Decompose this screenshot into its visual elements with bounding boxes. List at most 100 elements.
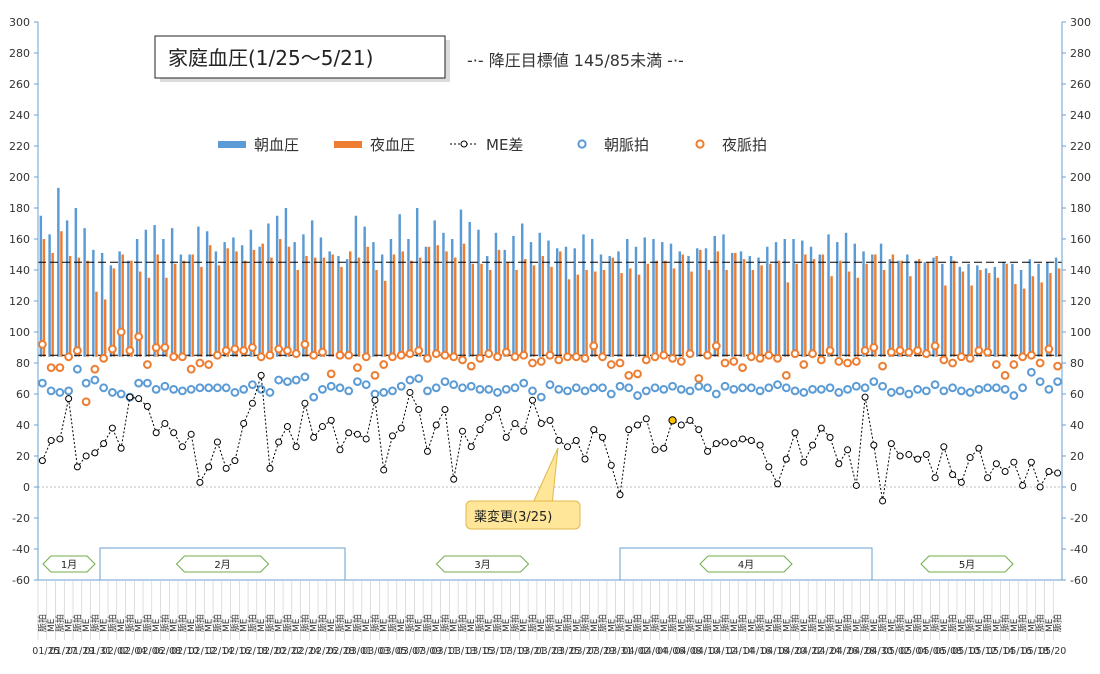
morning-pulse-point xyxy=(554,384,564,394)
me-diff-point xyxy=(765,463,773,471)
me-diff-point xyxy=(327,416,335,424)
evening-pulse-point xyxy=(178,352,187,362)
legend-label: 夜脈拍 xyxy=(722,136,767,154)
morning-pulse-point xyxy=(510,383,520,393)
y-tick-label-left: 60 xyxy=(16,388,30,401)
morning-pulse-point xyxy=(274,375,284,385)
morning-pulse-point xyxy=(1009,391,1019,400)
y-tick-label-left: 180 xyxy=(9,202,30,215)
me-diff-point xyxy=(1045,468,1053,475)
x-sublabel: 脈拍 xyxy=(141,614,153,632)
me-diff-point xyxy=(213,438,221,446)
morning-bp-bar xyxy=(354,215,358,487)
morning-pulse-point xyxy=(440,377,450,387)
x-date-label: 05/14 xyxy=(987,646,1014,657)
evening-pulse-point xyxy=(755,353,765,363)
x-sublabel: ME xyxy=(327,618,337,632)
x-date-label: 03/27 xyxy=(570,646,597,657)
x-date-label: 05/16 xyxy=(1004,646,1031,657)
y-tick-label-right: -60 xyxy=(1070,574,1088,587)
evening-pulse-point xyxy=(396,350,406,360)
me-diff-point xyxy=(511,419,519,427)
morning-pulse-point xyxy=(703,383,712,393)
x-sublabel: 脈拍 xyxy=(89,614,101,632)
x-sublabel: ME xyxy=(1045,618,1055,632)
me-diff-point xyxy=(616,491,624,499)
me-diff-point xyxy=(502,433,510,441)
me-diff-point xyxy=(467,443,475,451)
me-diff-point xyxy=(1010,458,1018,466)
x-sublabel: 脈拍 xyxy=(667,614,679,632)
x-sublabel: ME xyxy=(782,618,792,632)
x-sublabel: ME xyxy=(257,618,267,632)
morning-pulse-point xyxy=(720,381,730,391)
x-sublabel: 脈拍 xyxy=(702,614,714,632)
y-tick-label-right: 300 xyxy=(1070,16,1091,29)
evening-pulse-point xyxy=(213,350,222,360)
y-tick-label-left: 0 xyxy=(23,481,30,494)
me-diff-point xyxy=(756,441,764,449)
evening-pulse-point xyxy=(370,371,380,380)
x-date-label: 05/18 xyxy=(1022,646,1049,657)
legend-label: 朝血圧 xyxy=(254,136,299,154)
me-diff-point xyxy=(432,421,440,429)
x-sublabel: 脈拍 xyxy=(509,614,521,632)
x-date-label: 03/15 xyxy=(466,646,493,657)
morning-pulse-point xyxy=(895,386,905,396)
x-sublabel: ME xyxy=(905,618,915,632)
morning-pulse-point xyxy=(178,386,187,396)
morning-pulse-point xyxy=(641,386,651,396)
morning-pulse-point xyxy=(808,384,817,394)
x-sublabel: 脈拍 xyxy=(386,614,398,632)
me-diff-point xyxy=(914,455,922,463)
me-diff-point xyxy=(100,440,108,448)
evening-pulse-point xyxy=(676,357,686,366)
morning-pulse-point xyxy=(256,384,266,394)
evening-pulse-point xyxy=(738,363,747,373)
x-sublabel: ME xyxy=(362,618,372,632)
evening-pulse-point xyxy=(860,346,870,356)
evening-pulse-point xyxy=(46,363,56,373)
morning-pulse-point xyxy=(606,389,616,399)
me-diff-point xyxy=(721,438,729,446)
month-arrow xyxy=(699,555,793,573)
evening-pulse-point xyxy=(869,343,879,352)
x-sublabel: ME xyxy=(100,618,110,632)
y-tick-label-left: 20 xyxy=(16,450,30,463)
x-date-label: 05/06 xyxy=(917,646,944,657)
morning-pulse-point xyxy=(265,388,275,397)
x-sublabel: ME xyxy=(275,618,285,632)
me-diff-point xyxy=(528,396,536,404)
me-diff-point xyxy=(800,458,808,466)
x-sublabel: 脈拍 xyxy=(369,614,381,632)
me-diff-point xyxy=(809,441,817,449)
morning-pulse-point xyxy=(869,377,879,387)
evening-pulse-point xyxy=(825,346,835,356)
y-tick-label-left: 220 xyxy=(9,140,30,153)
morning-pulse-point xyxy=(860,383,870,393)
evening-pulse-point xyxy=(965,353,975,363)
evening-pulse-point xyxy=(921,349,931,359)
y-tick-label-right: -40 xyxy=(1070,543,1088,556)
me-diff-point xyxy=(397,424,405,432)
month-label: 5月 xyxy=(959,559,975,571)
me-diff-point xyxy=(441,406,449,413)
x-sublabel: ME xyxy=(520,618,530,632)
month-label: 2月 xyxy=(214,559,230,571)
evening-pulse-point xyxy=(729,357,739,366)
x-sublabel: ME xyxy=(695,618,705,632)
morning-pulse-point xyxy=(921,386,931,396)
me-diff-point xyxy=(257,371,265,379)
morning-pulse-point xyxy=(676,384,686,394)
evening-pulse-point xyxy=(501,347,511,357)
morning-pulse-point xyxy=(1035,377,1045,387)
me-diff-point xyxy=(957,478,965,486)
x-date-label: 04/24 xyxy=(813,646,840,657)
evening-pulse-point xyxy=(886,347,896,357)
morning-pulse-point xyxy=(851,381,861,391)
legend-label: 夜血圧 xyxy=(370,136,415,154)
x-sublabel: 脈拍 xyxy=(824,614,836,632)
evening-pulse-point xyxy=(151,343,161,352)
x-sublabel: ME xyxy=(415,618,425,632)
me-diff-point xyxy=(581,455,589,463)
